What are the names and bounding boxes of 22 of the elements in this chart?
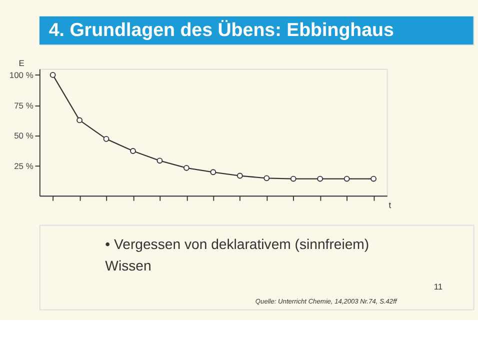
x-axis-title: t — [388, 200, 392, 210]
y-axis-title: E — [18, 58, 25, 68]
y-tick-label: 50 % — [14, 130, 34, 141]
point — [344, 176, 350, 182]
point — [183, 164, 190, 171]
point — [103, 136, 110, 142]
text: • Vergessen von deklarativem (sinnfreiem) Wissen — [105, 236, 370, 274]
chart-title: 4. Grundlagen des Übens: Ebbinghaus — [48, 19, 394, 40]
point — [264, 175, 270, 182]
point — [370, 176, 376, 182]
point — [130, 148, 136, 154]
y-tick-label: 75 % — [14, 100, 34, 110]
point — [290, 176, 296, 182]
y-tick-label: 100 % — [9, 70, 34, 80]
point — [156, 158, 163, 164]
point — [50, 72, 56, 78]
point — [210, 169, 216, 176]
point — [317, 176, 324, 182]
y-tick-label: 25 % — [14, 160, 34, 171]
text: 11 — [434, 282, 443, 292]
point — [76, 117, 82, 124]
point — [236, 172, 243, 179]
